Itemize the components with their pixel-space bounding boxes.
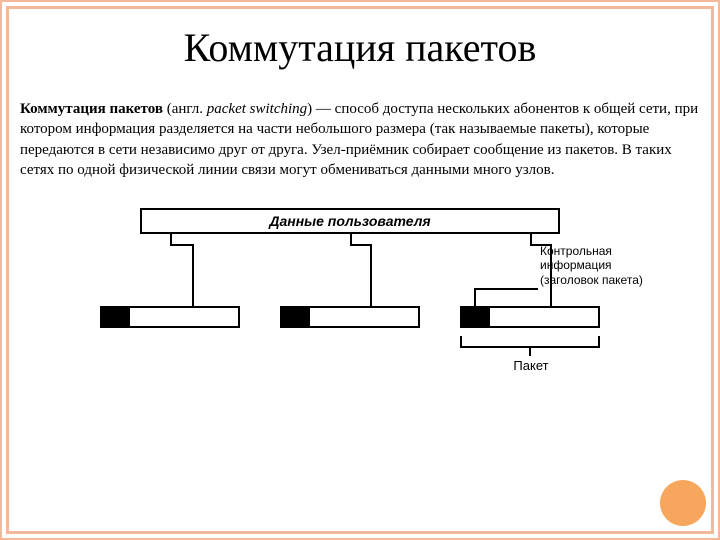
packet-2-header bbox=[282, 308, 310, 326]
user-data-label: Данные пользователя bbox=[269, 213, 430, 229]
packet-diagram: Данные пользователя Контрольная информац… bbox=[80, 208, 640, 408]
conn-stub-mid bbox=[350, 234, 352, 244]
packet-1 bbox=[100, 306, 240, 328]
control-info-label: Контрольная информация (заголовок пакета… bbox=[540, 244, 660, 287]
conn-to-packet1 bbox=[192, 244, 194, 306]
packet-2 bbox=[280, 306, 420, 328]
packet-label: Пакет bbox=[506, 358, 556, 373]
bracket-stem bbox=[529, 348, 531, 356]
user-data-box: Данные пользователя bbox=[140, 208, 560, 234]
packet-2-body bbox=[310, 308, 418, 326]
control-label-line2: информация bbox=[540, 258, 660, 272]
conn-to-packet2 bbox=[370, 244, 372, 306]
conn-h-1 bbox=[170, 244, 194, 246]
packet-bracket bbox=[460, 336, 600, 348]
packet-3-body bbox=[490, 308, 598, 326]
conn-h-2 bbox=[350, 244, 372, 246]
term-bold: Коммутация пакетов bbox=[20, 101, 163, 117]
packet-3-header bbox=[462, 308, 490, 326]
page-title: Коммутация пакетов bbox=[20, 24, 700, 71]
ctrl-leader-h bbox=[474, 288, 538, 290]
packet-1-header bbox=[102, 308, 130, 326]
para-after-bold: (англ. bbox=[163, 101, 207, 117]
packet-1-body bbox=[130, 308, 238, 326]
ctrl-leader-v bbox=[474, 288, 476, 306]
packet-3 bbox=[460, 306, 600, 328]
corner-accent-circle bbox=[660, 480, 706, 526]
conn-stub-right bbox=[530, 234, 532, 244]
term-english: packet switching bbox=[207, 101, 307, 117]
definition-paragraph: Коммутация пакетов (англ. packet switchi… bbox=[20, 99, 700, 180]
control-label-line1: Контрольная bbox=[540, 244, 660, 258]
control-label-line3: (заголовок пакета) bbox=[540, 273, 660, 287]
slide-content: Коммутация пакетов Коммутация пакетов (а… bbox=[20, 16, 700, 524]
conn-stub-left bbox=[170, 234, 172, 244]
